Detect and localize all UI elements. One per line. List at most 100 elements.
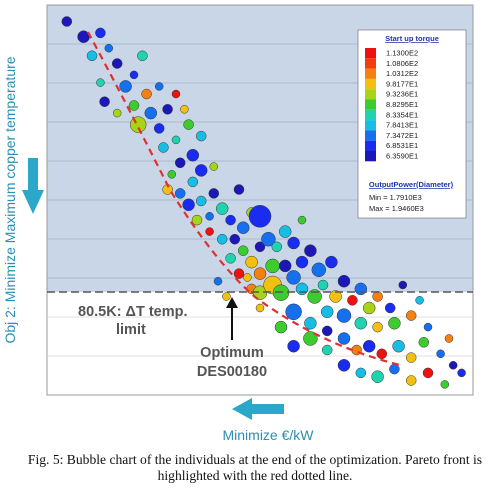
bubble-point (229, 233, 241, 245)
bubble-point (287, 339, 300, 353)
bubble-point (222, 292, 231, 301)
bubble-point (362, 301, 376, 315)
bubble-point (215, 202, 229, 215)
bubble-point (321, 325, 333, 337)
optimum-annotation: Optimum DES00180 (197, 297, 267, 380)
bubble-point (233, 184, 245, 195)
bubble-point (295, 255, 309, 269)
bubble-point (371, 370, 384, 383)
bubble-point (304, 316, 317, 330)
bubble-point (209, 162, 219, 171)
bubble-point (304, 244, 317, 257)
up-arrow-icon (226, 297, 238, 308)
legend-swatch (365, 140, 376, 151)
bubble-point (236, 221, 250, 234)
bubble-point (174, 188, 186, 199)
bubble-point (208, 188, 220, 199)
bubble-point (213, 276, 223, 286)
bubble-point (171, 89, 181, 99)
bubble-point (96, 78, 105, 87)
bubble-point (162, 104, 173, 115)
legend-swatch (365, 78, 376, 90)
legend-size-title: OutputPower(Diameter) (369, 180, 454, 189)
limit-annotation-line2: limit (116, 322, 146, 338)
legend-title: Start up torque (385, 34, 439, 43)
bubble-point (144, 106, 158, 120)
bubble-point (320, 305, 334, 319)
legend-swatch (365, 89, 376, 100)
legend-swatch (365, 99, 376, 110)
bubble-point (104, 43, 114, 53)
bubble-point (216, 233, 228, 245)
legend-swatch (365, 109, 376, 121)
limit-annotation: 80.5K: ΔT temp. limit (78, 304, 188, 338)
legend-swatch (365, 130, 376, 141)
bubble-point (295, 282, 309, 296)
bubble-point (61, 16, 73, 27)
bubble-point (225, 214, 236, 226)
legend-swatch (365, 120, 376, 131)
legend-label: 1.1300E2 (386, 49, 418, 58)
bubble-point (405, 375, 417, 386)
legend-size-max: Max = 1.9460E3 (369, 204, 424, 213)
bubble-point (265, 258, 280, 274)
bubble-point (141, 88, 152, 100)
legend-label: 6.8531E1 (386, 141, 418, 150)
bubble-point (372, 321, 383, 333)
bubble-point (182, 198, 195, 212)
bubble-point (245, 255, 258, 269)
bubble-point (233, 268, 245, 279)
bubble-point (111, 58, 123, 69)
bubble-point (354, 316, 368, 330)
bubble-point (171, 135, 181, 145)
bubble-point (415, 296, 424, 305)
legend-swatch (365, 48, 376, 59)
bubble-point (436, 349, 445, 359)
bubble-point (129, 116, 147, 133)
bubble-point (384, 302, 396, 314)
legend-label: 8.3354E1 (386, 110, 418, 119)
legend-label: 9.3236E1 (386, 90, 418, 99)
bubble-point (119, 80, 132, 93)
bubble-point (153, 123, 165, 134)
optimum-annotation-line1: Optimum (200, 345, 264, 361)
bubble-point (321, 344, 333, 356)
bubble-point (329, 290, 342, 303)
bubble-point (254, 241, 266, 253)
bubble-point (285, 303, 302, 321)
x-axis-label: Minimize €/kW (222, 427, 314, 443)
bubble-point (183, 119, 194, 130)
bubble-point (325, 255, 338, 269)
bubble-point (422, 367, 434, 379)
bubble-point (128, 100, 140, 111)
bubble-point (405, 310, 417, 321)
optimum-annotation-line2: DES00180 (197, 364, 267, 380)
bubble-point (303, 331, 318, 346)
legend-label: 7.3472E1 (386, 131, 418, 140)
bubble-point (86, 50, 98, 62)
y-axis-label: Obj 2: Minimize Maximum copper temperatu… (2, 56, 18, 343)
bubble-point (372, 291, 383, 302)
bubble-point (286, 270, 301, 285)
bubble-point (187, 176, 199, 188)
down-arrow-icon (22, 158, 44, 214)
bubble-point (388, 316, 401, 330)
bubble-point (287, 236, 300, 250)
bubble-point (158, 142, 169, 153)
bubble-series (61, 16, 466, 389)
bubble-point (186, 148, 200, 162)
left-arrow-icon (232, 398, 284, 420)
bubble-point (337, 332, 351, 345)
bubble-point (337, 359, 351, 372)
bubble-point (95, 27, 106, 39)
bubble-point (307, 289, 322, 304)
bubble-point (191, 214, 203, 226)
bubble-point (129, 70, 139, 80)
bubble-point (253, 267, 267, 280)
bubble-point (278, 259, 292, 273)
bubble-point (195, 130, 207, 142)
bubble-point (297, 215, 307, 225)
bubble-point (225, 253, 236, 264)
